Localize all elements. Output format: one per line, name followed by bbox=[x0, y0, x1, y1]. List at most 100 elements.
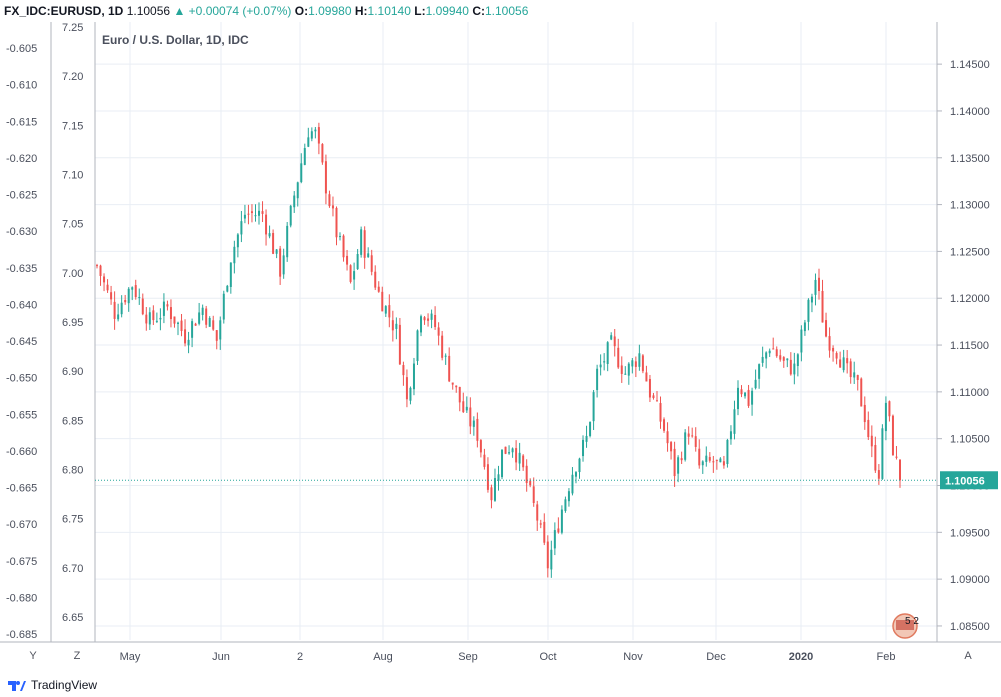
candle-body bbox=[169, 307, 172, 320]
x-axis-tick: Feb bbox=[877, 651, 896, 663]
flag-badge-icon[interactable]: 5 2 bbox=[892, 613, 919, 639]
outer-left-axis-tick: -0.685 bbox=[6, 629, 37, 641]
candle-body bbox=[803, 322, 806, 332]
candle bbox=[384, 305, 387, 318]
candle bbox=[96, 263, 98, 269]
candle bbox=[106, 279, 109, 293]
candle bbox=[169, 299, 172, 328]
candle bbox=[536, 500, 539, 531]
candle-body bbox=[627, 363, 630, 376]
candle bbox=[578, 457, 581, 479]
candle-body bbox=[395, 323, 398, 329]
candle-body bbox=[772, 348, 775, 350]
candle bbox=[899, 459, 901, 488]
candle bbox=[99, 264, 102, 286]
candle-body bbox=[560, 509, 563, 533]
tradingview-text: TradingView bbox=[31, 678, 98, 692]
candle bbox=[701, 460, 704, 474]
candle-body bbox=[212, 320, 215, 330]
candle-body bbox=[205, 308, 208, 325]
candle bbox=[243, 204, 246, 224]
candle bbox=[448, 347, 451, 383]
candle-body bbox=[828, 336, 831, 351]
candle-body bbox=[184, 329, 187, 344]
zoom-button[interactable]: Z bbox=[73, 650, 81, 662]
log-scale-button[interactable]: Y bbox=[29, 650, 37, 662]
candle bbox=[719, 457, 722, 463]
x-axis-tick: Dec bbox=[706, 651, 726, 663]
axes: 1.14500 1.14000 1.13500 1.13000 1.12500 1.120… bbox=[0, 22, 1001, 663]
candle-body bbox=[159, 317, 162, 320]
right-axis-tick: 1.09500 bbox=[950, 527, 990, 539]
candle bbox=[339, 232, 342, 241]
candlestick-chart[interactable]: 1.14500 1.14000 1.13500 1.13000 1.12500 1.120… bbox=[0, 0, 1001, 672]
candle bbox=[522, 454, 525, 471]
candle bbox=[363, 226, 366, 269]
candle-body bbox=[409, 387, 412, 401]
candle-body bbox=[726, 439, 729, 465]
candle bbox=[624, 366, 627, 375]
outer-left-axis-tick: -0.675 bbox=[6, 556, 37, 568]
candle bbox=[825, 312, 828, 338]
candle-body bbox=[810, 296, 813, 303]
symbol-name[interactable]: FX_IDC:EURUSD, 1D bbox=[4, 4, 124, 18]
candle bbox=[152, 305, 155, 326]
tradingview-logo[interactable]: TradingView bbox=[8, 678, 97, 692]
outer-left-axis-tick: -0.610 bbox=[6, 80, 37, 92]
candle bbox=[726, 438, 729, 468]
candle-body bbox=[265, 214, 268, 235]
candle bbox=[842, 349, 845, 373]
candle bbox=[504, 446, 507, 455]
inner-left-axis-tick: 7.15 bbox=[62, 120, 83, 132]
candle-body bbox=[420, 316, 423, 333]
candle-body bbox=[849, 361, 852, 378]
candle bbox=[145, 306, 148, 331]
candle-body bbox=[346, 255, 349, 265]
candle-body bbox=[673, 448, 676, 477]
right-axis-tick: 1.13000 bbox=[950, 200, 990, 212]
candle bbox=[331, 196, 334, 217]
candle bbox=[268, 225, 271, 239]
outer-left-axis-tick: -0.605 bbox=[6, 43, 37, 55]
candle bbox=[398, 317, 401, 366]
candle bbox=[451, 382, 454, 390]
candle-body bbox=[659, 403, 662, 422]
candle bbox=[409, 386, 412, 405]
candle bbox=[884, 396, 887, 441]
candle bbox=[729, 425, 732, 445]
candle-body bbox=[145, 314, 148, 324]
candle-body bbox=[543, 521, 546, 543]
candle-body bbox=[317, 127, 320, 144]
candle bbox=[441, 330, 444, 361]
candle-body bbox=[391, 320, 394, 331]
candle bbox=[553, 522, 556, 556]
candle bbox=[546, 535, 549, 578]
candle-body bbox=[342, 235, 345, 258]
candle bbox=[560, 505, 563, 535]
inner-left-axis-tick: 6.90 bbox=[62, 366, 83, 378]
candle-body bbox=[574, 472, 577, 477]
candle-body bbox=[740, 389, 743, 395]
candle bbox=[236, 233, 239, 258]
candle bbox=[317, 122, 320, 155]
x-axis-tick: 2020 bbox=[789, 651, 813, 663]
candle-body bbox=[222, 293, 225, 320]
tradingview-icon bbox=[8, 681, 26, 691]
candle bbox=[895, 446, 898, 460]
candle bbox=[599, 354, 602, 376]
candle-body bbox=[666, 431, 669, 444]
outer-left-axis-tick: -0.655 bbox=[6, 409, 37, 421]
price-change: +0.00074 (+0.07%) bbox=[188, 4, 292, 18]
candle bbox=[187, 331, 190, 354]
candle-body bbox=[180, 320, 183, 331]
right-axis-tick: 1.12500 bbox=[950, 246, 990, 258]
candle bbox=[754, 369, 757, 390]
auto-scale-button[interactable]: A bbox=[964, 650, 972, 662]
candle-body bbox=[307, 137, 310, 147]
candle bbox=[423, 316, 426, 325]
candle bbox=[543, 513, 546, 546]
candle bbox=[370, 249, 373, 276]
candle-body bbox=[349, 265, 352, 282]
candle bbox=[863, 396, 866, 430]
candle-body bbox=[367, 253, 370, 258]
